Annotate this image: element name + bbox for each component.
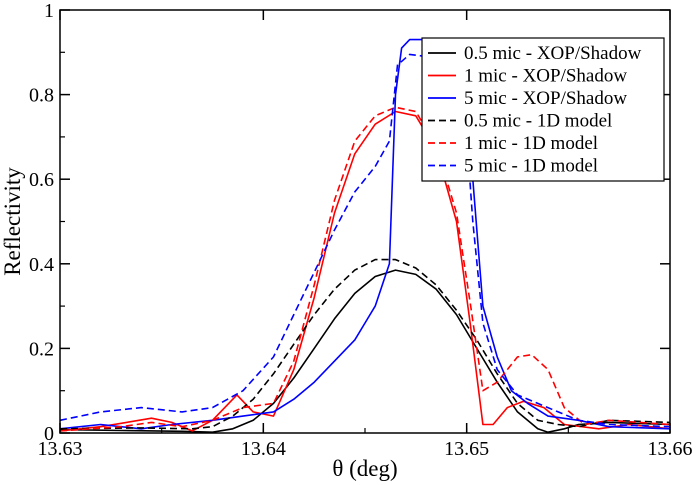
- y-axis-title: Reflectivity: [0, 167, 25, 276]
- x-axis-title: θ (deg): [332, 456, 397, 481]
- plot-lines: [59, 38, 671, 433]
- legend-label: 0.5 mic - 1D model: [464, 111, 612, 132]
- y-tick-label: 0.8: [29, 85, 54, 107]
- y-tick-label: 0: [44, 423, 54, 445]
- y-tick-label: 0.4: [29, 254, 54, 276]
- series-line-2: [59, 110, 671, 432]
- legend-label: 0.5 mic - XOP/Shadow: [464, 43, 642, 64]
- y-tick-label: 0.6: [29, 169, 54, 191]
- legend-label: 1 mic - XOP/Shadow: [464, 66, 627, 87]
- series-line-4: [59, 258, 671, 430]
- legend-label: 1 mic - 1D model: [464, 133, 598, 154]
- series-line-1: [59, 269, 671, 433]
- legend-label: 5 mic - XOP/Shadow: [464, 88, 627, 109]
- legend-box: [421, 37, 665, 182]
- x-tick-label: 13.65: [444, 438, 489, 460]
- y-tick-label: 1: [44, 0, 54, 22]
- axis-ticks: 13.63 13.64 13.65 13.66 0 0.2 0.4 0.6 0.8 1: [29, 0, 693, 460]
- y-tick-label: 0.2: [29, 338, 54, 360]
- series-line-6: [59, 53, 671, 428]
- series-line-5: [59, 106, 671, 432]
- series-line-3: [59, 38, 671, 430]
- x-tick-label: 13.64: [241, 438, 286, 460]
- x-tick-label: 13.66: [648, 438, 693, 460]
- x-tick-label: 13.63: [38, 438, 83, 460]
- legend-label: 5 mic - 1D model: [464, 156, 598, 177]
